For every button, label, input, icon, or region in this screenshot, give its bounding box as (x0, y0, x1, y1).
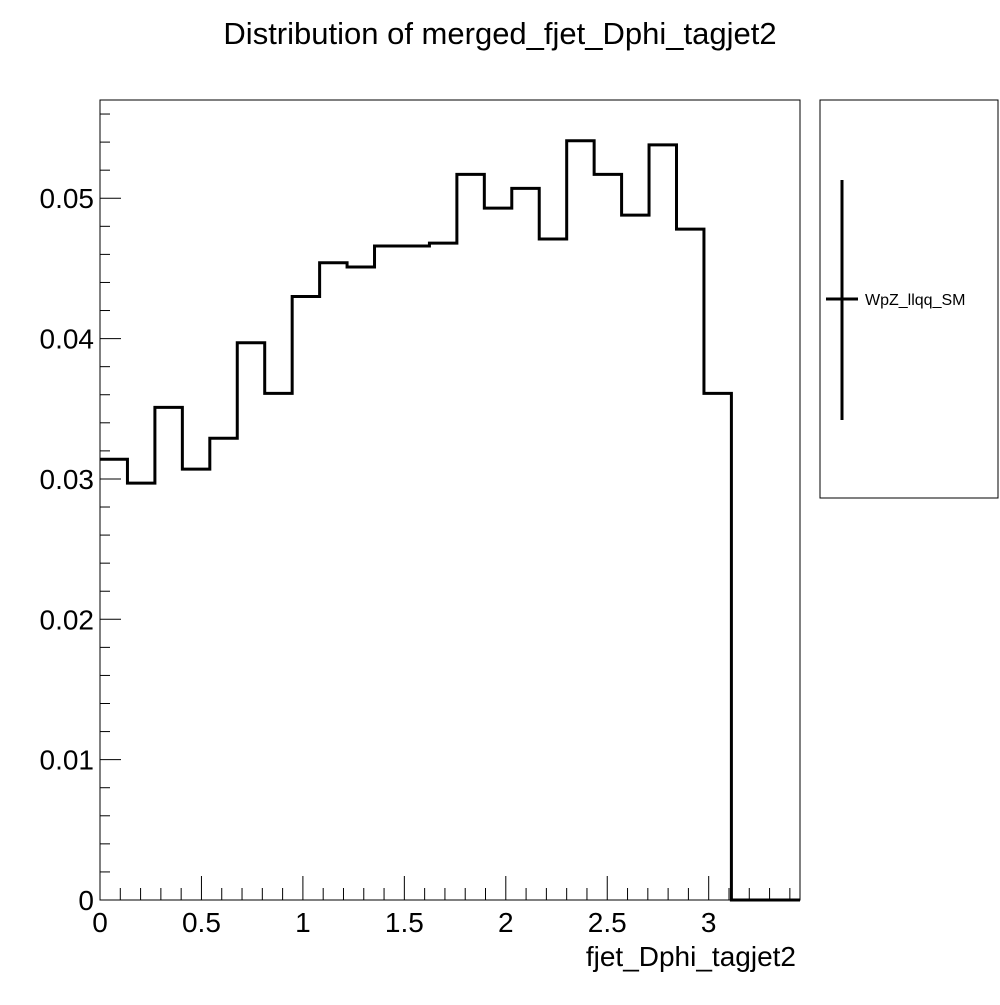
y-tick-label: 0.01 (40, 745, 95, 776)
histogram-series (100, 139, 800, 902)
histogram-bin (320, 263, 347, 900)
x-axis-title: fjet_Dphi_tagjet2 (586, 941, 796, 972)
y-tick-label: 0 (78, 885, 94, 916)
chart-title: Distribution of merged_fjet_Dphi_tagjet2 (223, 16, 776, 51)
histogram-bin (649, 145, 676, 900)
histogram-bin (402, 246, 429, 900)
y-tick-label: 0.04 (40, 324, 95, 355)
y-tick-label: 0.05 (40, 183, 95, 214)
histogram-bin (347, 267, 374, 900)
histogram-bin (237, 343, 264, 900)
histogram-bin (155, 407, 182, 900)
histogram-bin (292, 296, 319, 900)
x-tick-label: 1 (295, 907, 311, 938)
histogram-bin (567, 141, 594, 900)
x-tick-label: 1.5 (385, 907, 424, 938)
histogram-bin (704, 393, 731, 900)
histogram-bin (484, 208, 511, 900)
histogram-bin (127, 483, 154, 900)
histogram-bin (182, 469, 209, 900)
histogram-bin (512, 188, 539, 900)
plot-frame (99, 99, 801, 901)
histogram-bin (622, 215, 649, 900)
x-tick-label: 0.5 (182, 907, 221, 938)
histogram-step-line (100, 139, 800, 902)
histogram-bin (100, 459, 127, 900)
histogram-bin (539, 239, 566, 900)
histogram-bin (429, 243, 456, 900)
x-tick-label: 3 (701, 907, 717, 938)
axis-tick-labels: 0 0.5 1 1.5 2 2.5 3 0 0.01 0.02 0.03 0.04 0.05 (40, 183, 717, 938)
x-tick-label: 2 (498, 907, 514, 938)
histogram-bin (375, 246, 402, 900)
histogram-bin (677, 229, 704, 900)
histogram-bin (210, 438, 237, 900)
x-tick-label: 0 (92, 907, 108, 938)
y-tick-label: 0.02 (40, 604, 95, 635)
histogram-bin (594, 174, 621, 900)
histogram-bin (265, 393, 292, 900)
axis-ticks (99, 113, 791, 901)
histogram-bin (457, 174, 484, 900)
legend-entry-label: WpZ_llqq_SM (865, 292, 965, 309)
y-tick-label: 0.03 (40, 464, 95, 495)
x-tick-label: 2.5 (588, 907, 627, 938)
